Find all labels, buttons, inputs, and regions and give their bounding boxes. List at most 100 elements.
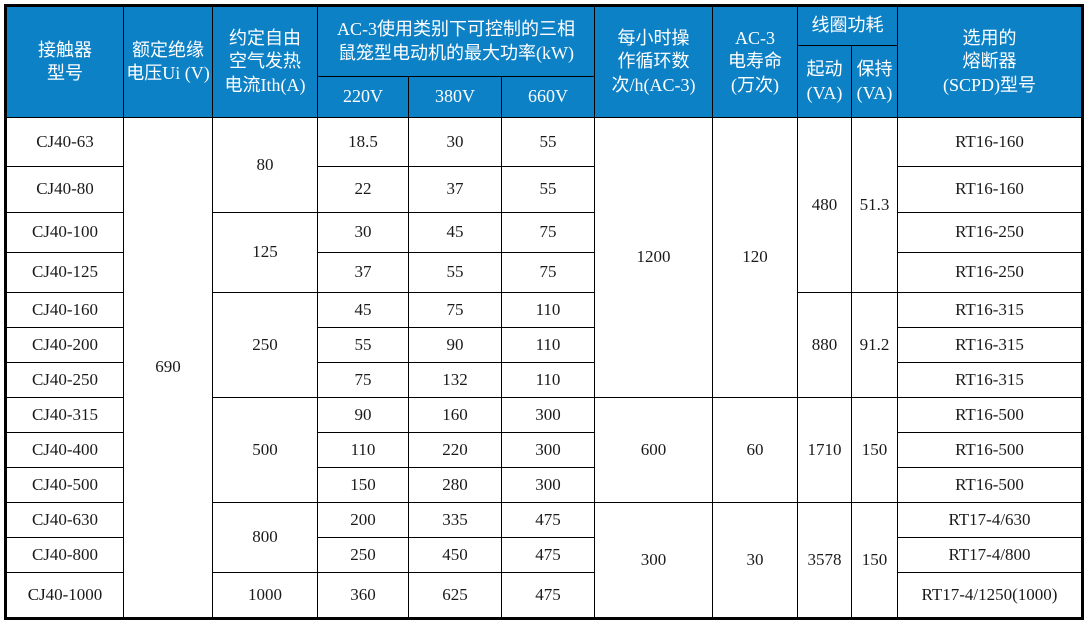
fuse-cell: RT16-250 [897, 252, 1083, 293]
fuse-cell: RT17-4/800 [897, 537, 1083, 573]
fuse-cell: RT17-4/1250(1000) [897, 572, 1083, 619]
kw380-cell: 220 [408, 432, 502, 468]
col-header-coil-group: 线圈功耗 [797, 5, 898, 46]
life-cell: 60 [712, 397, 798, 503]
fuse-cell: RT16-315 [897, 362, 1083, 398]
kw220-cell: 75 [317, 362, 409, 398]
kw660-cell: 110 [501, 327, 595, 363]
table-header: 接触器 型号 额定绝缘 电压Ui (V) 约定自由 空气发热 电流Ith(A) … [5, 5, 1083, 118]
kw380-cell: 132 [408, 362, 502, 398]
coil-hold-cell: 51.3 [851, 117, 898, 293]
table-row: CJ40-400 110 220 300 RT16-500 [5, 432, 1083, 468]
kw380-cell: 30 [408, 117, 502, 167]
coil-hold-cell: 91.2 [851, 292, 898, 398]
kw660-cell: 75 [501, 252, 595, 293]
coil-start-cell: 880 [797, 292, 852, 398]
kw380-cell: 160 [408, 397, 502, 433]
kw380-cell: 55 [408, 252, 502, 293]
model-cell: CJ40-125 [5, 252, 124, 293]
table-row: CJ40-100 125 30 45 75 RT16-250 [5, 212, 1083, 293]
kw220-cell: 360 [317, 572, 409, 619]
fuse-cell: RT16-500 [897, 397, 1083, 433]
table-row: CJ40-1000 1000 360 625 475 RT17-4/1250(1… [5, 572, 1083, 619]
coil-start-cell: 1710 [797, 397, 852, 503]
model-cell: CJ40-63 [5, 117, 124, 167]
kw380-cell: 625 [408, 572, 502, 619]
col-header-cycles: 每小时操 作循环数 次/h(AC-3) [594, 5, 713, 118]
coil-start-cell: 3578 [797, 502, 852, 619]
col-header-coil-start: 起动 (VA) [797, 45, 852, 118]
col-header-220v: 220V [317, 76, 409, 118]
kw220-cell: 22 [317, 166, 409, 213]
model-cell: CJ40-80 [5, 166, 124, 213]
kw660-cell: 300 [501, 432, 595, 468]
col-header-ith: 约定自由 空气发热 电流Ith(A) [212, 5, 318, 118]
kw660-cell: 55 [501, 117, 595, 167]
model-cell: CJ40-100 [5, 212, 124, 253]
ith-cell: 800 [212, 502, 318, 573]
col-header-life: AC-3 电寿命 (万次) [712, 5, 798, 118]
ith-cell: 250 [212, 292, 318, 398]
model-cell: CJ40-250 [5, 362, 124, 398]
ui-voltage-cell: 690 [123, 117, 213, 619]
kw380-cell: 75 [408, 292, 502, 328]
life-cell: 30 [712, 502, 798, 619]
kw660-cell: 110 [501, 362, 595, 398]
table-row: CJ40-500 150 280 300 RT16-500 [5, 467, 1083, 503]
model-cell: CJ40-630 [5, 502, 124, 538]
table-row: CJ40-250 75 132 110 RT16-315 [5, 362, 1083, 398]
kw380-cell: 335 [408, 502, 502, 538]
table-body: CJ40-63 690 80 18.5 30 55 1200 120 480 5… [5, 117, 1083, 619]
kw380-cell: 37 [408, 166, 502, 213]
kw220-cell: 250 [317, 537, 409, 573]
fuse-cell: RT16-315 [897, 292, 1083, 328]
kw220-cell: 150 [317, 467, 409, 503]
ith-cell: 500 [212, 397, 318, 503]
col-header-kw-group: AC-3使用类别下可控制的三相 鼠笼型电动机的最大功率(kW) [317, 5, 595, 77]
kw220-cell: 90 [317, 397, 409, 433]
table-row: CJ40-63 690 80 18.5 30 55 1200 120 480 5… [5, 117, 1083, 619]
kw660-cell: 475 [501, 572, 595, 619]
col-header-fuse: 选用的 熔断器 (SCPD)型号 [897, 5, 1083, 118]
kw660-cell: 300 [501, 467, 595, 503]
fuse-cell: RT16-500 [897, 432, 1083, 468]
coil-start-cell: 480 [797, 117, 852, 293]
kw380-cell: 450 [408, 537, 502, 573]
fuse-cell: RT16-250 [897, 212, 1083, 253]
kw660-cell: 300 [501, 397, 595, 433]
cycles-cell: 1200 [594, 117, 713, 398]
kw380-cell: 90 [408, 327, 502, 363]
cycles-cell: 600 [594, 397, 713, 503]
model-cell: CJ40-400 [5, 432, 124, 468]
kw380-cell: 280 [408, 467, 502, 503]
kw380-cell: 45 [408, 212, 502, 253]
kw660-cell: 55 [501, 166, 595, 213]
fuse-cell: RT16-160 [897, 166, 1083, 213]
col-header-coil-hold: 保持 (VA) [851, 45, 898, 118]
ith-cell: 1000 [212, 572, 318, 619]
fuse-cell: RT16-500 [897, 467, 1083, 503]
table-row: CJ40-630 800 200 335 475 300 30 3578 150… [5, 502, 1083, 619]
kw220-cell: 18.5 [317, 117, 409, 167]
col-header-ui-voltage: 额定绝缘 电压Ui (V) [123, 5, 213, 118]
kw220-cell: 55 [317, 327, 409, 363]
kw220-cell: 45 [317, 292, 409, 328]
life-cell: 120 [712, 117, 798, 398]
coil-hold-cell: 150 [851, 397, 898, 503]
model-cell: CJ40-500 [5, 467, 124, 503]
table-row: CJ40-315 500 90 160 300 600 60 1710 150 … [5, 397, 1083, 503]
contactor-spec-table: 接触器 型号 额定绝缘 电压Ui (V) 约定自由 空气发热 电流Ith(A) … [4, 4, 1084, 620]
col-header-380v: 380V [408, 76, 502, 118]
fuse-cell: RT16-315 [897, 327, 1083, 363]
col-header-model: 接触器 型号 [5, 5, 124, 118]
table-row: CJ40-80 22 37 55 RT16-160 [5, 166, 1083, 213]
kw220-cell: 110 [317, 432, 409, 468]
model-cell: CJ40-800 [5, 537, 124, 573]
table-row: CJ40-200 55 90 110 RT16-315 [5, 327, 1083, 363]
fuse-cell: RT17-4/630 [897, 502, 1083, 538]
model-cell: CJ40-315 [5, 397, 124, 433]
ith-cell: 80 [212, 117, 318, 213]
fuse-cell: RT16-160 [897, 117, 1083, 167]
table-row: CJ40-800 250 450 475 RT17-4/800 [5, 537, 1083, 573]
